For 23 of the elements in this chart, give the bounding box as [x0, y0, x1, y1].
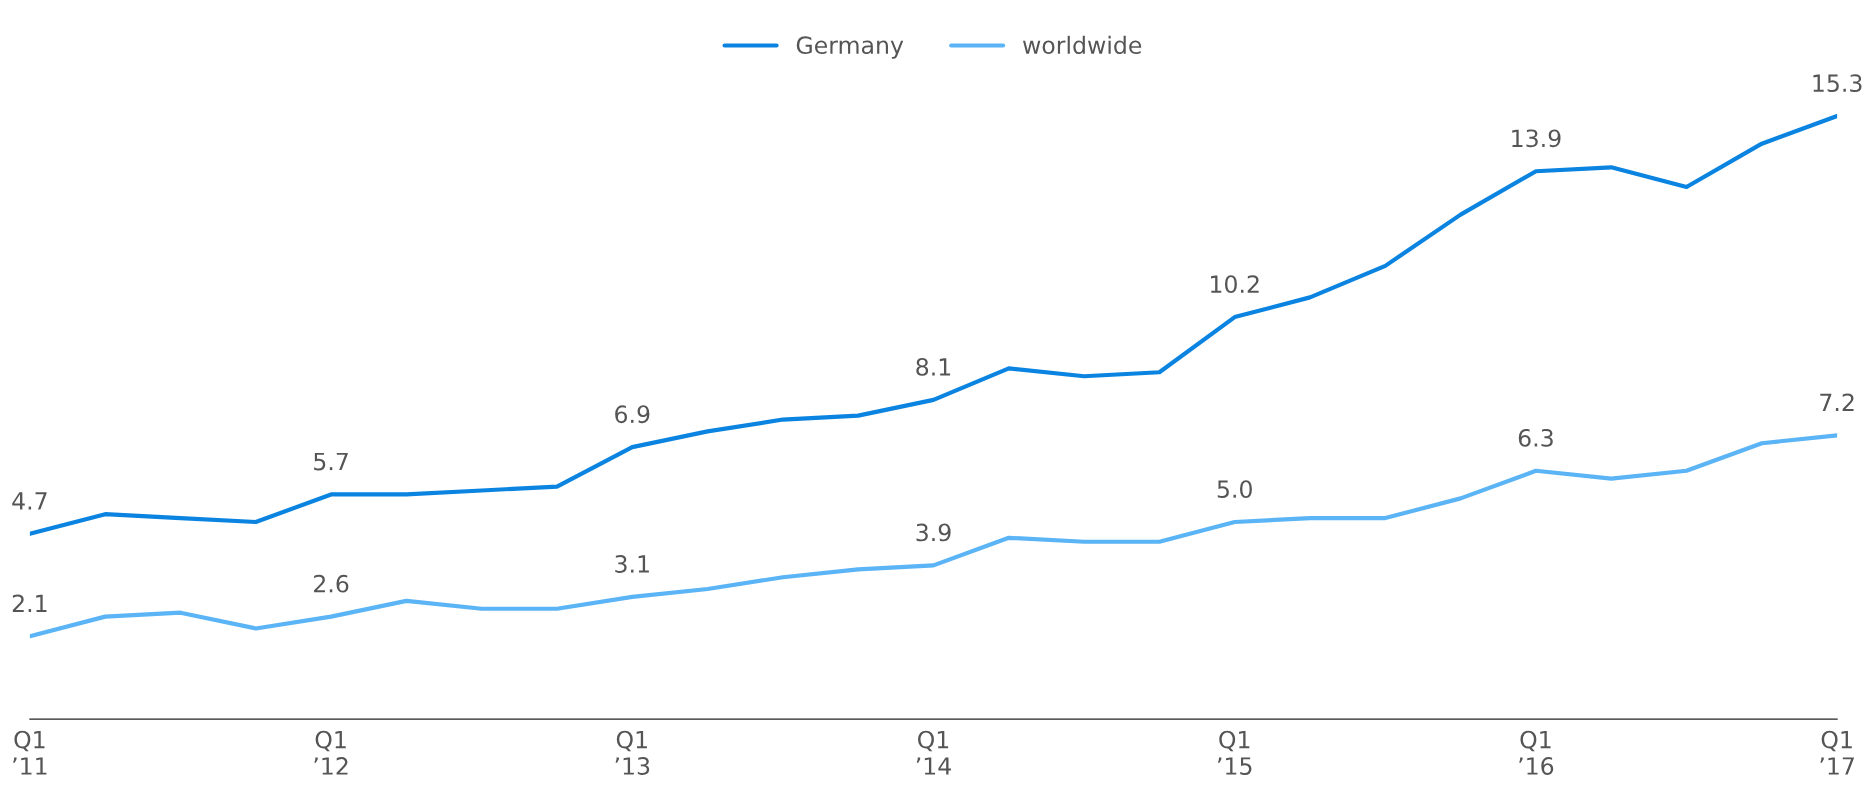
x-tick-label: Q1 ’15 — [1217, 730, 1252, 775]
data-label: 2.6 — [314, 574, 349, 593]
data-label: 3.9 — [916, 523, 951, 542]
x-tick-label: Q1 ’16 — [1519, 730, 1554, 775]
x-tick-label: Q1 ’12 — [314, 730, 348, 775]
data-label: 10.2 — [1211, 275, 1259, 294]
data-label: 4.7 — [12, 492, 47, 510]
data-label: 3.1 — [615, 555, 649, 573]
x-tick-label: Q1 ’11 — [13, 730, 47, 775]
data-label: 5.0 — [1217, 480, 1252, 499]
legend-label: worldwide — [1023, 35, 1142, 55]
legend-label: Germany — [796, 36, 904, 59]
data-label: 15.3 — [1813, 74, 1862, 93]
data-label: 5.7 — [314, 452, 348, 471]
x-tick-label: Q1 ’13 — [615, 730, 650, 775]
x-tick-label: Q1 ’17 — [1820, 730, 1854, 775]
data-label: 6.3 — [1518, 428, 1553, 447]
data-label: 2.1 — [12, 594, 47, 612]
data-label: 6.9 — [615, 405, 650, 424]
x-tick-label: Q1 ’14 — [916, 730, 951, 775]
data-label: 7.2 — [1820, 393, 1854, 411]
data-label: 8.1 — [916, 357, 951, 376]
data-label: 13.9 — [1512, 129, 1561, 148]
